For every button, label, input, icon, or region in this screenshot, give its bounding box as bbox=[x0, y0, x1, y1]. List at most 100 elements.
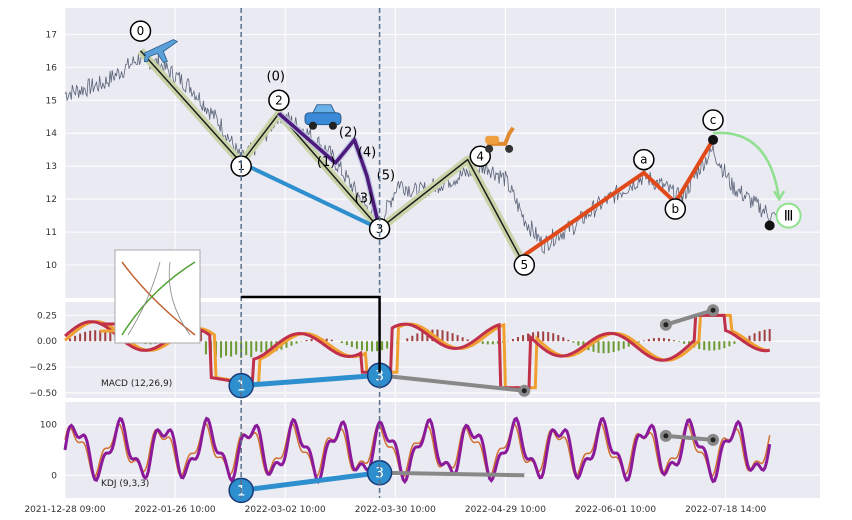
x-tick-label: 2022-03-02 10:00 bbox=[245, 505, 326, 515]
macd-hist-bar bbox=[406, 338, 409, 342]
macd-hist-bar bbox=[441, 330, 444, 342]
macd-hist-bar bbox=[270, 341, 273, 353]
macd-hist-bar bbox=[461, 337, 464, 342]
green-arrow bbox=[712, 131, 781, 200]
macd-hist-bar bbox=[260, 341, 263, 353]
corrective-wave-line bbox=[523, 138, 715, 257]
inset-curve bbox=[127, 261, 161, 336]
macd-hist-bar bbox=[537, 331, 540, 342]
sub-wave-label: (0) bbox=[267, 70, 285, 85]
macd-hist-bar bbox=[340, 341, 343, 344]
kdj-divergence-gray bbox=[379, 470, 525, 478]
macd-hist-bar bbox=[647, 339, 650, 342]
macd-hist-bar bbox=[411, 335, 414, 342]
x-tick-label: 2022-07-18 14:00 bbox=[685, 505, 766, 515]
macd-hist-bar bbox=[527, 333, 530, 342]
macd-hist-bar bbox=[250, 341, 253, 358]
price-y-tick-label: 10 bbox=[46, 261, 58, 271]
macd-hist-bar bbox=[290, 341, 293, 346]
macd-hist-bar bbox=[542, 331, 545, 342]
macd-hist-bar bbox=[366, 341, 368, 352]
price-y-tick-label: 17 bbox=[46, 30, 57, 40]
sub-wave-label: (1) bbox=[317, 155, 335, 170]
kdj-div-dot-center bbox=[663, 433, 669, 439]
sub-wave-label: (5) bbox=[377, 168, 395, 183]
macd-hist-bar bbox=[109, 332, 112, 342]
kdj-d-line bbox=[64, 422, 771, 479]
scooter-seat bbox=[485, 135, 500, 144]
price-y-tick-label: 14 bbox=[46, 129, 58, 139]
price-panel: 012345abc(0)(1)(2)(3)(4)(5)Ⅲ bbox=[64, 20, 802, 276]
macd-y-tick-label: 0.25 bbox=[37, 311, 57, 321]
macd-hist-bar bbox=[235, 341, 238, 355]
macd-hist-bar bbox=[345, 341, 348, 346]
macd-y-tick-label: −0.25 bbox=[29, 363, 57, 373]
kdj-divergence-gray bbox=[665, 433, 714, 442]
macd-hist-bar bbox=[678, 341, 681, 342]
price-y-tick-label: 15 bbox=[46, 96, 57, 106]
macd-hist-bar bbox=[94, 330, 97, 342]
macd-hist-bar bbox=[204, 341, 207, 355]
macd-hist-bar bbox=[330, 339, 333, 342]
macd-div-dot-center bbox=[521, 388, 527, 394]
car-wheel bbox=[328, 121, 337, 130]
macd-hist-bar bbox=[753, 333, 756, 342]
macd-divergence-blue bbox=[240, 372, 380, 389]
kdj-divergence-blue bbox=[240, 470, 380, 493]
macd-hist-bar bbox=[421, 331, 424, 342]
macd-hist-bar bbox=[416, 333, 419, 342]
green-arrow-head bbox=[773, 190, 786, 202]
macd-y-tick-label: −0.50 bbox=[29, 389, 57, 399]
inset-thumbnail bbox=[114, 249, 201, 344]
macd-hist-bar bbox=[758, 331, 761, 342]
kdj-y-tick-label: 100 bbox=[40, 421, 57, 431]
macd-hist-bar bbox=[371, 341, 374, 352]
macd-hist-bar bbox=[728, 341, 731, 347]
macd-hist-bar bbox=[496, 341, 499, 344]
macd-hist-bar bbox=[350, 341, 353, 348]
x-tick-label: 2022-03-30 10:00 bbox=[355, 505, 436, 515]
macd-hist-bar bbox=[245, 341, 248, 356]
macd-hist-bar bbox=[733, 341, 736, 344]
sub-wave-line bbox=[277, 112, 382, 230]
wave-label-circle bbox=[702, 109, 724, 131]
x-tick-label: 2022-04-29 10:00 bbox=[465, 505, 546, 515]
main-wave-line bbox=[139, 50, 525, 266]
price-y-tick-label: 11 bbox=[46, 228, 57, 238]
macd-divergence-gray bbox=[665, 308, 714, 327]
macd-hist-bar bbox=[376, 341, 379, 352]
axes: 2021-12-28 09:00 2022-01-26 10:00 2022-03-… bbox=[24, 30, 766, 515]
macd-hist-bar bbox=[683, 341, 686, 344]
macd-hist-bar bbox=[84, 331, 87, 342]
wave-label: 5 bbox=[520, 258, 528, 272]
macd-hist-bar bbox=[230, 341, 233, 357]
macd-hist-bar bbox=[713, 341, 716, 351]
macd-hist-bar bbox=[662, 338, 665, 342]
wave-label-circle bbox=[469, 145, 491, 168]
macd-hist-bar bbox=[637, 341, 640, 343]
macd-hist-bar bbox=[69, 338, 72, 342]
macd-hist-bar bbox=[557, 335, 560, 342]
macd-hist-bar bbox=[517, 337, 519, 342]
macd-hist-bar bbox=[627, 341, 630, 347]
kdj-panel-label: KDJ (9,3,3) bbox=[101, 479, 149, 489]
airplane-icon bbox=[142, 39, 179, 64]
macd-div-dot-center bbox=[663, 322, 669, 328]
macd-hist-bar bbox=[89, 330, 92, 342]
wave-label: b bbox=[671, 202, 679, 216]
macd-hist-bar bbox=[99, 330, 102, 342]
macd-hist-bar bbox=[240, 341, 243, 358]
macd-hist-bar bbox=[652, 338, 655, 342]
macd-y-tick-label: 0.00 bbox=[37, 337, 57, 347]
macd-hist-bar bbox=[577, 341, 580, 346]
wave-label: 2 bbox=[275, 93, 283, 107]
macd-hist-bar bbox=[763, 329, 766, 342]
macd-hist-bar bbox=[360, 341, 363, 351]
macd-hist-bar bbox=[597, 341, 600, 353]
price-line bbox=[64, 49, 777, 255]
car-icon bbox=[304, 104, 342, 130]
scooter-wheel bbox=[485, 144, 494, 153]
macd-hist-bar bbox=[386, 341, 389, 349]
scooter-icon bbox=[485, 126, 515, 153]
